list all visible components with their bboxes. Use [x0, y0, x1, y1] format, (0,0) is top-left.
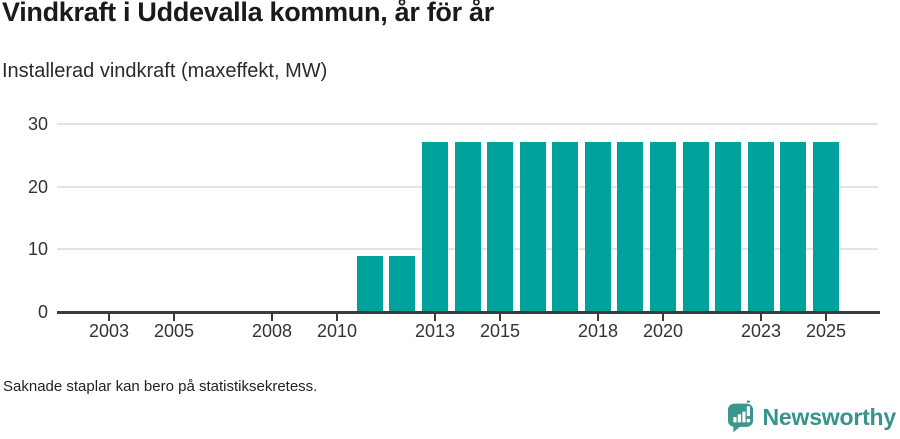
x-tick-2023: [760, 314, 762, 321]
y-tick-label-10: 10: [27, 239, 48, 259]
x-tick-2025: [825, 314, 827, 321]
x-tick-label-2005: 2005: [153, 321, 195, 341]
x-tick-2010: [336, 314, 338, 321]
x-tick-label-2020: 2020: [642, 321, 684, 341]
x-tick-label-2023: 2023: [740, 321, 782, 341]
bar-2020: [650, 142, 676, 312]
gridline-30: [57, 123, 878, 125]
bar-2021: [683, 142, 709, 312]
x-tick-label-2018: 2018: [577, 321, 619, 341]
y-tick-label-30: 30: [27, 114, 48, 134]
bar-2022: [715, 142, 741, 312]
y-tick-label-0: 0: [37, 302, 48, 322]
x-tick-label-2013: 2013: [414, 321, 456, 341]
bar-2011: [357, 256, 383, 312]
x-tick-2015: [499, 314, 501, 321]
newsworthy-logo[interactable]: Newsworthy: [726, 400, 896, 434]
bar-2023: [748, 142, 774, 312]
bar-2015: [487, 142, 513, 312]
newsworthy-icon: [726, 400, 755, 434]
bar-2013: [422, 142, 448, 312]
bar-2024: [780, 142, 806, 312]
bar-2018: [585, 142, 611, 312]
x-tick-2013: [434, 314, 436, 321]
x-tick-2018: [597, 314, 599, 321]
x-axis-line: [57, 311, 880, 314]
bar-2016: [520, 142, 546, 312]
bar-2017: [552, 142, 578, 312]
x-tick-2020: [662, 314, 664, 321]
x-tick-2008: [271, 314, 273, 321]
bar-2025: [813, 142, 839, 312]
newsworthy-logo-text: Newsworthy: [762, 403, 897, 430]
x-tick-label-2015: 2015: [479, 321, 521, 341]
bar-2012: [389, 256, 415, 312]
x-tick-label-2008: 2008: [251, 321, 293, 341]
footnote: Saknade staplar kan bero på statistiksek…: [3, 378, 318, 395]
bar-2019: [617, 142, 643, 312]
y-tick-label-20: 20: [27, 177, 48, 197]
x-tick-2003: [108, 314, 110, 321]
x-tick-label-2025: 2025: [805, 321, 847, 341]
x-tick-label-2010: 2010: [316, 321, 358, 341]
chart-subtitle: Installerad vindkraft (maxeffekt, MW): [2, 60, 328, 82]
x-tick-label-2003: 2003: [88, 321, 130, 341]
chart-title: Vindkraft i Uddevalla kommun, år för år: [2, 0, 494, 27]
x-tick-2005: [173, 314, 175, 321]
bar-2014: [455, 142, 481, 312]
